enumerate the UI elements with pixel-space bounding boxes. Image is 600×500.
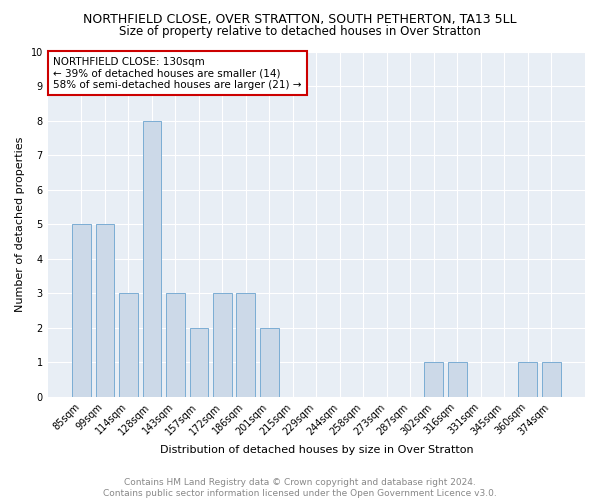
Bar [448, 362, 467, 397]
Text: Contains HM Land Registry data © Crown copyright and database right 2024.
Contai: Contains HM Land Registry data © Crown c… [103, 478, 497, 498]
Text: NORTHFIELD CLOSE: 130sqm
← 39% of detached houses are smaller (14)
58% of semi-d: NORTHFIELD CLOSE: 130sqm ← 39% of detach… [53, 56, 302, 90]
Bar [518, 362, 537, 397]
Bar [143, 120, 161, 397]
Bar [190, 328, 208, 397]
Bar [236, 294, 255, 397]
Bar [542, 362, 560, 397]
X-axis label: Distribution of detached houses by size in Over Stratton: Distribution of detached houses by size … [160, 445, 473, 455]
Bar [95, 224, 115, 397]
Bar [119, 294, 138, 397]
Bar [166, 294, 185, 397]
Text: Size of property relative to detached houses in Over Stratton: Size of property relative to detached ho… [119, 25, 481, 38]
Bar [72, 224, 91, 397]
Bar [260, 328, 279, 397]
Bar [424, 362, 443, 397]
Bar [213, 294, 232, 397]
Y-axis label: Number of detached properties: Number of detached properties [15, 136, 25, 312]
Text: NORTHFIELD CLOSE, OVER STRATTON, SOUTH PETHERTON, TA13 5LL: NORTHFIELD CLOSE, OVER STRATTON, SOUTH P… [83, 12, 517, 26]
